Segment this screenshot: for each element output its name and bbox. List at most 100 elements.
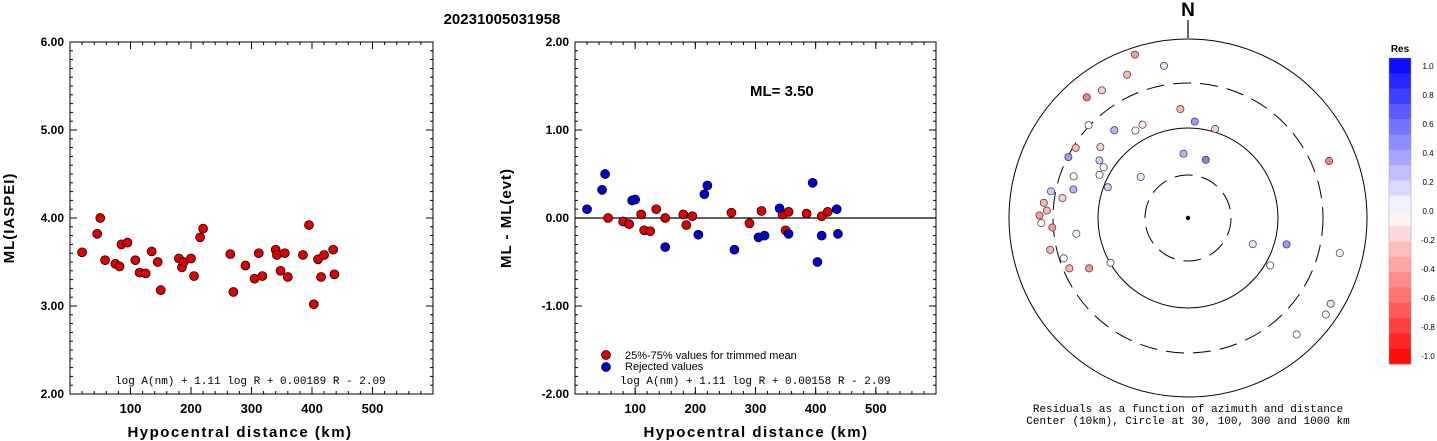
- data-point: [92, 228, 103, 239]
- caption-line-1: Residuals as a function of azimuth and d…: [1033, 404, 1343, 416]
- colorbar-title: Res: [1391, 44, 1410, 55]
- x-tick-label: 300: [241, 401, 263, 416]
- station-point: [1095, 156, 1104, 165]
- station-point: [1046, 245, 1055, 254]
- x-tick-label: 200: [180, 401, 202, 416]
- colorbar-label: -1.0: [1421, 352, 1435, 361]
- station-point: [1069, 185, 1078, 194]
- data-point: [651, 204, 662, 215]
- colorbar-label: -0.2: [1421, 236, 1435, 245]
- data-point: [603, 213, 613, 223]
- data-point: [816, 230, 827, 241]
- colorbar-labels: 1.0 0.8 0.6 0.4 0.2 0.0 -0.2 -0.4 -0.6 -0.8 -1.0: [1421, 62, 1435, 361]
- data-point: [660, 213, 671, 223]
- data-point: [298, 250, 308, 260]
- legend-blue-marker: [601, 362, 611, 372]
- x-axis-label: Hypocentral distance (km): [127, 424, 352, 441]
- colorbar-cell: [1389, 134, 1411, 151]
- data-points: [77, 213, 340, 310]
- y-axis-label: ML - ML(evt): [498, 168, 515, 268]
- data-point: [257, 271, 268, 281]
- station-point: [1059, 254, 1068, 263]
- data-point: [253, 248, 264, 259]
- station-point: [1037, 219, 1046, 228]
- station-point: [1082, 93, 1091, 102]
- data-point: [660, 242, 671, 252]
- data-point: [189, 271, 199, 281]
- data-point: [152, 257, 163, 267]
- station-points: [1035, 50, 1344, 339]
- data-point: [624, 219, 635, 230]
- station-point: [1131, 126, 1140, 135]
- x-tick-label: 500: [865, 401, 887, 416]
- data-point: [122, 237, 133, 248]
- data-point: [687, 211, 698, 222]
- colorbar-cell: [1389, 58, 1411, 74]
- residual-colorbar: Res 1.0 0.8 0.6 0.4 0.2 0.0 -0.2 -0.4 -0.6 -0.8 -1…: [1388, 44, 1435, 365]
- colorbar-cell: [1389, 318, 1411, 334]
- data-point: [783, 206, 794, 217]
- station-point: [1190, 117, 1199, 126]
- colorbar-cell: [1389, 119, 1411, 135]
- data-point: [597, 184, 607, 195]
- station-point: [1039, 198, 1048, 207]
- station-point: [1266, 261, 1275, 270]
- station-point: [1064, 153, 1073, 162]
- colorbar-label: -0.6: [1421, 294, 1435, 303]
- data-point: [783, 228, 794, 239]
- epicenter-dot: [1185, 215, 1191, 221]
- data-point: [186, 253, 196, 264]
- data-point: [726, 207, 737, 218]
- station-point: [1159, 62, 1168, 70]
- azimuth-distance-plot: N Residuals as a function of azimuth and…: [1008, 0, 1368, 428]
- station-point: [1179, 149, 1188, 158]
- station-point: [1130, 50, 1139, 59]
- station-point: [1326, 299, 1335, 308]
- data-point: [279, 248, 290, 259]
- north-label: N: [1181, 0, 1195, 21]
- colorbar-cell: [1389, 226, 1411, 243]
- y-tick-label: 2.00: [546, 35, 570, 49]
- data-point: [100, 255, 110, 266]
- data-point: [630, 194, 641, 205]
- colorbar-frame: [1388, 57, 1412, 365]
- data-point: [140, 268, 151, 279]
- station-point: [1321, 310, 1330, 319]
- data-point: [329, 269, 340, 280]
- colorbar-cell: [1389, 241, 1411, 258]
- station-point: [1335, 249, 1344, 257]
- colorbar-cell: [1389, 103, 1411, 120]
- colorbar-cell: [1389, 272, 1411, 288]
- colorbar-cell: [1389, 165, 1411, 181]
- y-tick-label: 2.00: [41, 387, 65, 401]
- data-point: [759, 230, 770, 241]
- circle-30km: [1144, 174, 1232, 262]
- colorbar-label: -0.4: [1421, 265, 1435, 274]
- station-point: [1084, 121, 1093, 130]
- data-point: [678, 209, 689, 220]
- x-tick-label: 400: [805, 401, 827, 416]
- station-point: [1058, 194, 1067, 203]
- station-point: [1096, 143, 1105, 151]
- data-point: [756, 206, 767, 216]
- station-point: [1097, 86, 1106, 95]
- data-point: [807, 177, 818, 188]
- data-point: [582, 204, 592, 215]
- station-point: [1123, 70, 1132, 79]
- x-tick-label: 100: [624, 401, 646, 416]
- station-point: [1069, 172, 1078, 181]
- x-tick-label: 300: [745, 401, 767, 416]
- x-axis-ticks: 100 200 300 400 500: [574, 42, 937, 416]
- data-point: [95, 213, 106, 223]
- data-point: [774, 203, 785, 214]
- data-point: [636, 209, 647, 220]
- station-point: [1072, 229, 1081, 238]
- station-point: [1292, 330, 1301, 339]
- data-point: [114, 261, 125, 272]
- station-point: [1106, 258, 1115, 267]
- station-point: [1282, 240, 1291, 249]
- station-point: [1110, 126, 1119, 135]
- colorbar-label: -0.8: [1421, 323, 1435, 332]
- station-point: [1099, 163, 1108, 172]
- y-tick-label: -2.00: [542, 387, 570, 401]
